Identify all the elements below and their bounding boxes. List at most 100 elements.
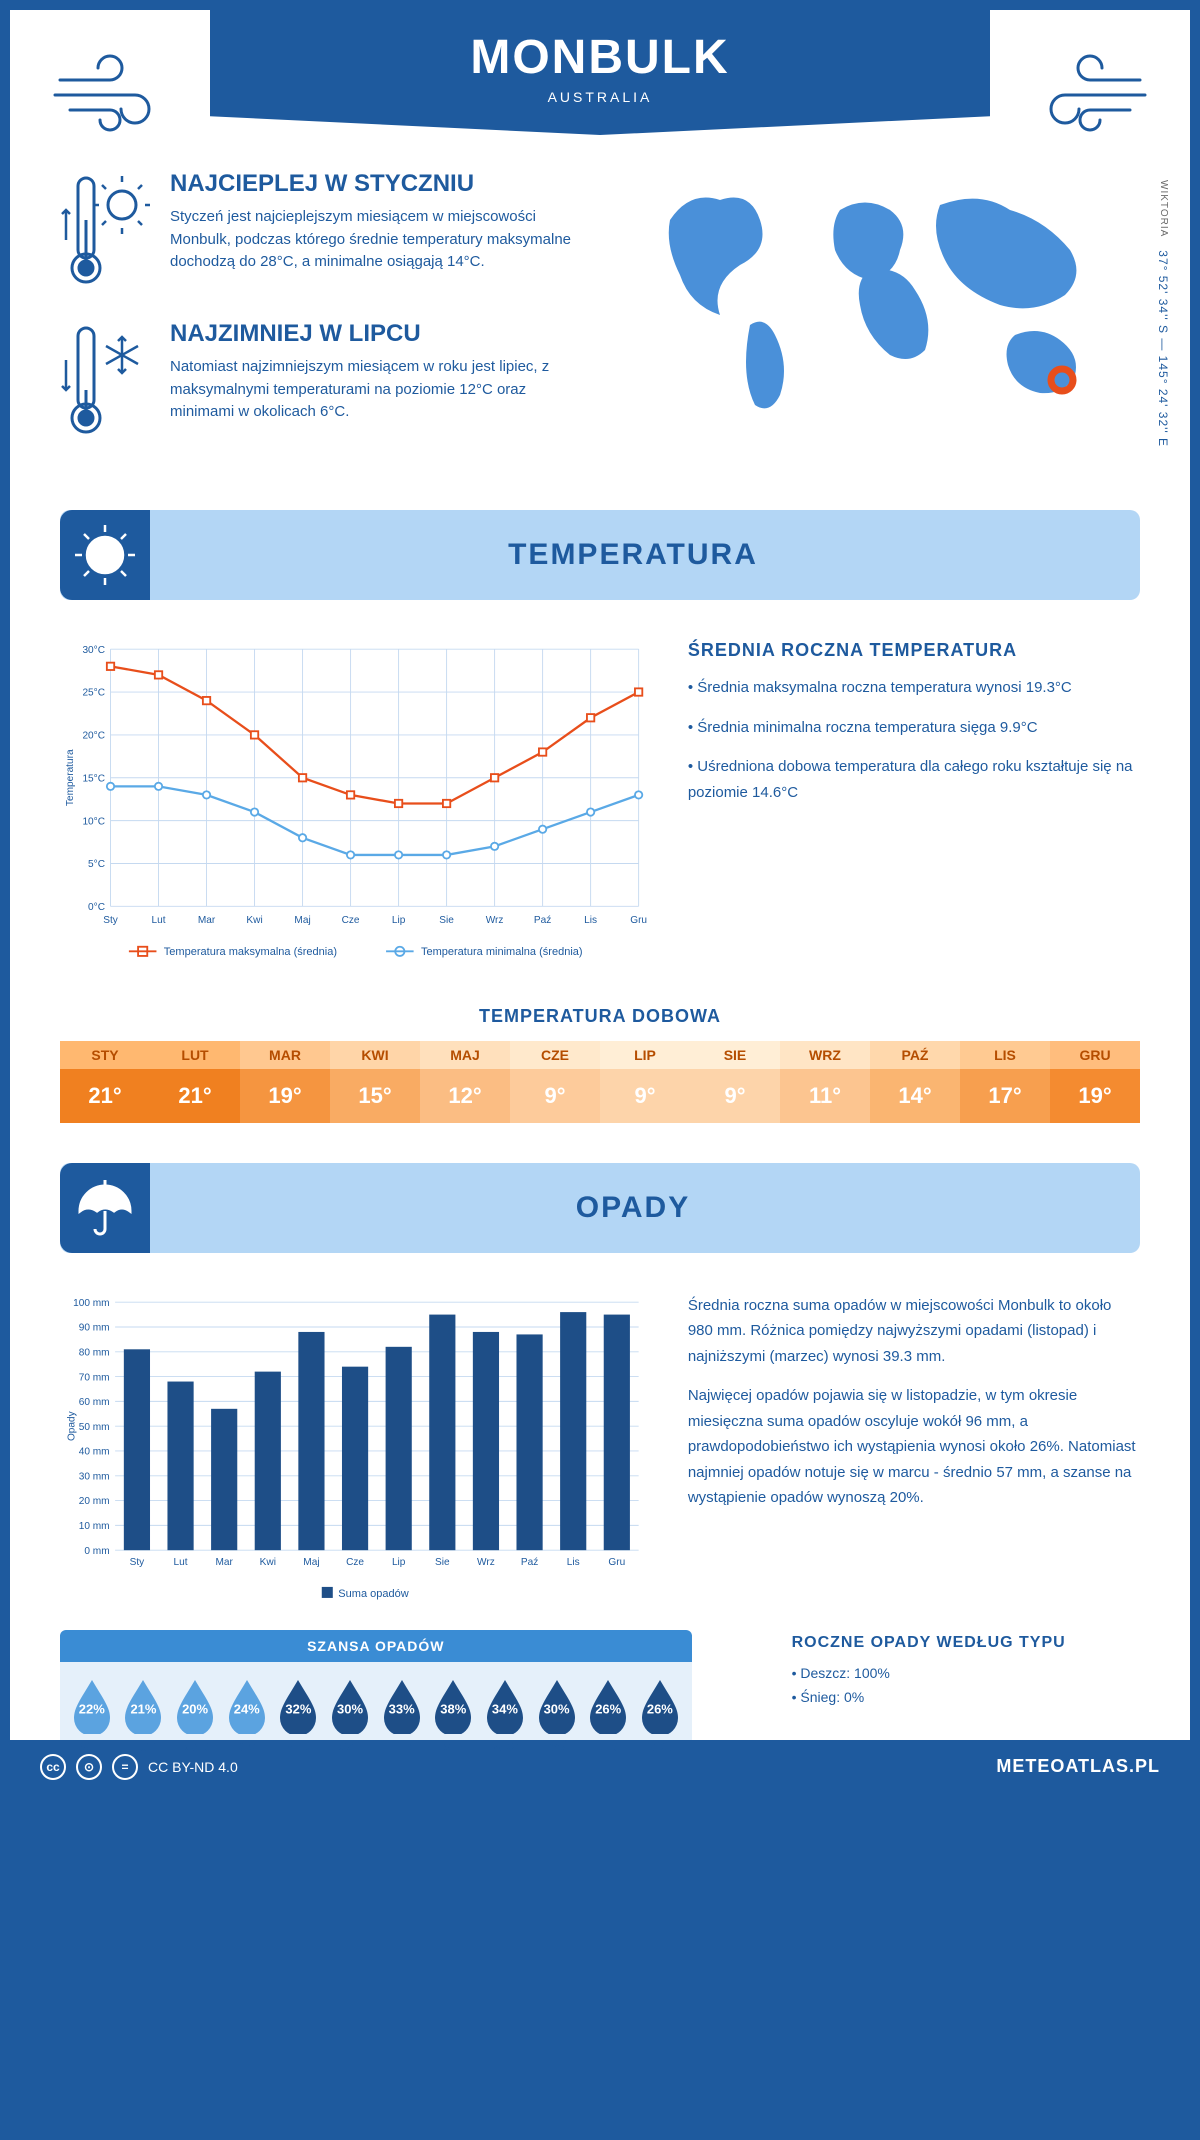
drop-month: LIP bbox=[376, 1740, 428, 1754]
svg-text:20°C: 20°C bbox=[82, 731, 105, 742]
type-item: • Śnieg: 0% bbox=[792, 1686, 1140, 1710]
svg-text:Cze: Cze bbox=[342, 915, 360, 926]
page: MONBULK AUSTRALIA bbox=[0, 0, 1200, 1804]
drop-cell: 26% LIS bbox=[582, 1678, 634, 1754]
page-subtitle: AUSTRALIA bbox=[250, 89, 950, 105]
svg-text:Sie: Sie bbox=[439, 915, 454, 926]
daily-value-cell: 14° bbox=[870, 1069, 960, 1123]
daily-value-cell: 19° bbox=[1050, 1069, 1140, 1123]
fact-cold-body: Natomiast najzimniejszym miesiącem w rok… bbox=[170, 356, 580, 424]
drop-cell: 22% STY bbox=[66, 1678, 118, 1754]
drop-cell: 33% LIP bbox=[376, 1678, 428, 1754]
drop-month: STY bbox=[66, 1740, 118, 1754]
drop-month: PAŹ bbox=[531, 1740, 583, 1754]
fact-cold-title: NAJZIMNIEJ W LIPCU bbox=[170, 320, 580, 348]
raindrop-icon: 30% bbox=[328, 1678, 372, 1734]
daily-months-row: STYLUTMARKWIMAJCZELIPSIEWRZPAŹLISGRU bbox=[60, 1041, 1140, 1069]
umbrella-icon bbox=[60, 1163, 150, 1253]
daily-value-cell: 12° bbox=[420, 1069, 510, 1123]
svg-text:Cze: Cze bbox=[346, 1557, 364, 1568]
svg-text:25°C: 25°C bbox=[82, 688, 105, 699]
svg-text:Maj: Maj bbox=[303, 1557, 319, 1568]
rain-paragraph: Średnia roczna suma opadów w miejscowośc… bbox=[688, 1293, 1140, 1370]
raindrop-icon: 24% bbox=[225, 1678, 269, 1734]
fact-warmest: NAJCIEPLEJ W STYCZNIU Styczeń jest najci… bbox=[60, 170, 580, 290]
type-item: • Deszcz: 100% bbox=[792, 1662, 1140, 1686]
raindrop-icon: 21% bbox=[121, 1678, 165, 1734]
drop-cell: 24% KWI bbox=[221, 1678, 273, 1754]
drop-cell: 20% MAR bbox=[169, 1678, 221, 1754]
rain-summary: Średnia roczna suma opadów w miejscowośc… bbox=[688, 1293, 1140, 1610]
temperature-chart: 0°C5°C10°C15°C20°C25°C30°CStyLutMarKwiMa… bbox=[60, 640, 648, 971]
daily-month-cell: MAR bbox=[240, 1041, 330, 1069]
drop-month: GRU bbox=[634, 1740, 686, 1754]
daily-month-cell: SIE bbox=[690, 1041, 780, 1069]
thermometer-cold-icon bbox=[60, 320, 150, 440]
footer-brand: METEOATLAS.PL bbox=[996, 1756, 1160, 1777]
by-icon: ⊙ bbox=[76, 1754, 102, 1780]
by-type-title: ROCZNE OPADY WEDŁUG TYPU bbox=[792, 1634, 1140, 1652]
drop-cell: 30% CZE bbox=[324, 1678, 376, 1754]
svg-text:100 mm: 100 mm bbox=[73, 1297, 109, 1308]
svg-text:Sie: Sie bbox=[435, 1557, 450, 1568]
daily-value-cell: 9° bbox=[690, 1069, 780, 1123]
svg-text:Mar: Mar bbox=[215, 1557, 233, 1568]
svg-text:40 mm: 40 mm bbox=[79, 1446, 110, 1457]
intro-section: NAJCIEPLEJ W STYCZNIU Styczeń jest najci… bbox=[10, 160, 1190, 500]
svg-text:Opady: Opady bbox=[67, 1410, 78, 1441]
raindrop-icon: 33% bbox=[380, 1678, 424, 1734]
svg-text:0 mm: 0 mm bbox=[84, 1545, 109, 1556]
svg-text:70 mm: 70 mm bbox=[79, 1372, 110, 1383]
raindrop-icon: 38% bbox=[431, 1678, 475, 1734]
daily-value-cell: 9° bbox=[600, 1069, 690, 1123]
drop-cell: 32% MAJ bbox=[273, 1678, 325, 1754]
svg-text:Kwi: Kwi bbox=[260, 1557, 276, 1568]
svg-text:Lip: Lip bbox=[392, 915, 406, 926]
svg-text:Lut: Lut bbox=[152, 915, 166, 926]
svg-text:10 mm: 10 mm bbox=[79, 1521, 110, 1532]
daily-month-cell: LIP bbox=[600, 1041, 690, 1069]
svg-text:30°C: 30°C bbox=[82, 645, 105, 656]
raindrop-icon: 30% bbox=[535, 1678, 579, 1734]
svg-text:60 mm: 60 mm bbox=[79, 1397, 110, 1408]
svg-text:Kwi: Kwi bbox=[246, 915, 262, 926]
drop-month: KWI bbox=[221, 1740, 273, 1754]
daily-temperature: TEMPERATURA DOBOWA STYLUTMARKWIMAJCZELIP… bbox=[10, 1006, 1190, 1153]
wind-icon-right bbox=[1010, 40, 1150, 140]
rain-paragraph: Najwięcej opadów pojawia się w listopadz… bbox=[688, 1383, 1140, 1511]
daily-temp-title: TEMPERATURA DOBOWA bbox=[60, 1006, 1140, 1027]
raindrop-icon: 20% bbox=[173, 1678, 217, 1734]
svg-text:50 mm: 50 mm bbox=[79, 1421, 110, 1432]
drop-cell: 26% GRU bbox=[634, 1678, 686, 1754]
world-map bbox=[620, 170, 1140, 430]
daily-value-cell: 9° bbox=[510, 1069, 600, 1123]
svg-text:30 mm: 30 mm bbox=[79, 1471, 110, 1482]
svg-text:90 mm: 90 mm bbox=[79, 1322, 110, 1333]
svg-text:10°C: 10°C bbox=[82, 816, 105, 827]
drop-month: SIE bbox=[427, 1740, 479, 1754]
drop-month: LIS bbox=[582, 1740, 634, 1754]
footer-license: cc ⊙ = CC BY-ND 4.0 bbox=[40, 1754, 238, 1780]
fact-warm-body: Styczeń jest najcieplejszym miesiącem w … bbox=[170, 206, 580, 274]
svg-text:0°C: 0°C bbox=[88, 902, 105, 913]
svg-text:Wrz: Wrz bbox=[486, 915, 504, 926]
header: MONBULK AUSTRALIA bbox=[10, 10, 1190, 160]
page-title: MONBULK bbox=[250, 30, 950, 85]
temperature-content: 0°C5°C10°C15°C20°C25°C30°CStyLutMarKwiMa… bbox=[10, 610, 1190, 1006]
wind-icon-left bbox=[50, 40, 190, 140]
svg-text:Lip: Lip bbox=[392, 1557, 406, 1568]
drop-cell: 21% LUT bbox=[118, 1678, 170, 1754]
svg-text:80 mm: 80 mm bbox=[79, 1347, 110, 1358]
svg-text:Maj: Maj bbox=[294, 915, 310, 926]
drop-month: MAR bbox=[169, 1740, 221, 1754]
coordinates: WIKTORIA 37° 52' 34'' S — 145° 24' 32'' … bbox=[1156, 180, 1170, 447]
drop-cell: 34% WRZ bbox=[479, 1678, 531, 1754]
thermometer-hot-icon bbox=[60, 170, 150, 290]
fact-coldest: NAJZIMNIEJ W LIPCU Natomiast najzimniejs… bbox=[60, 320, 580, 440]
drop-month: MAJ bbox=[273, 1740, 325, 1754]
svg-text:Mar: Mar bbox=[198, 915, 216, 926]
raindrop-icon: 34% bbox=[483, 1678, 527, 1734]
drop-month: LUT bbox=[118, 1740, 170, 1754]
svg-text:Gru: Gru bbox=[608, 1557, 625, 1568]
svg-text:Sty: Sty bbox=[130, 1557, 146, 1568]
